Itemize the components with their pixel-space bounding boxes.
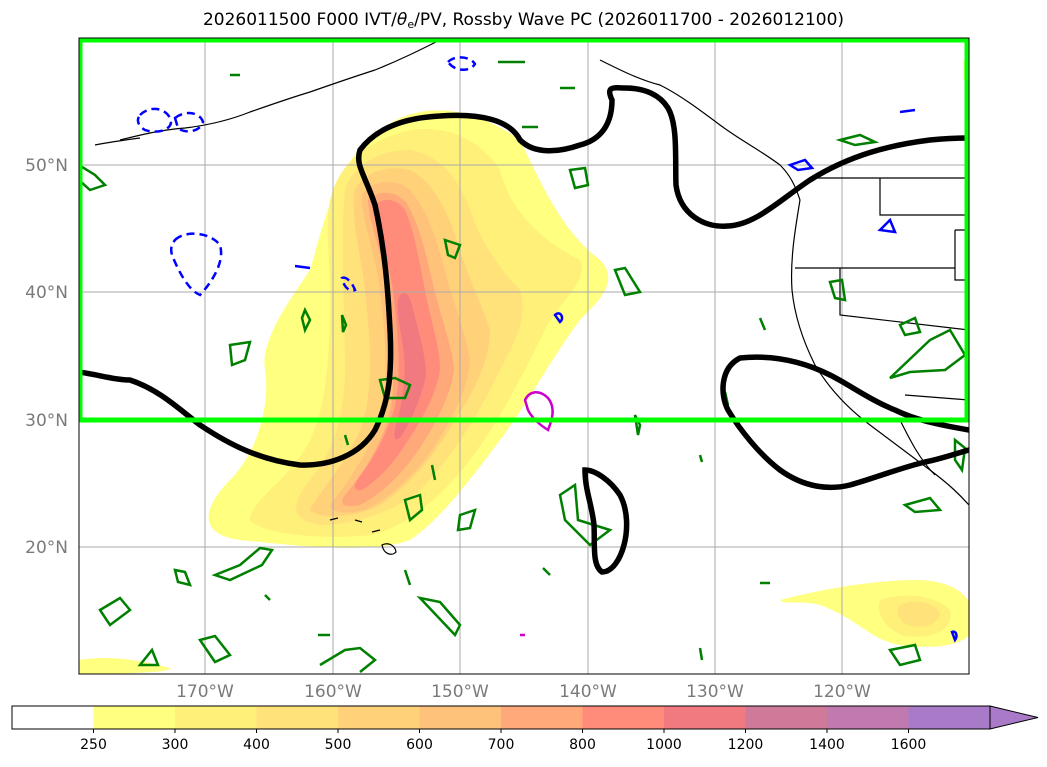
colorbar-segment (419, 706, 502, 729)
ivt-corner-bottom-left (79, 657, 171, 674)
theta-e-cold-solid (294, 108, 958, 643)
lon-label: 120°W (813, 682, 871, 702)
colorbar: 250 300 400 500 600 700 800 1000 1200 1400 1600 (11, 705, 1039, 753)
ivt-band-700 (342, 192, 454, 507)
colorbar-segment (93, 706, 176, 729)
baja (899, 419, 936, 476)
colorbar-segment (12, 706, 94, 729)
aleutians (94, 137, 141, 146)
mexico-border (904, 394, 969, 401)
map-title: 2026011500 F000 IVT/θe/PV, Rossby Wave P… (202, 10, 845, 31)
colorbar-segment (501, 706, 583, 729)
hawaii (329, 517, 397, 555)
colorbar-tick-label: 250 (80, 737, 107, 753)
colorbar-segment (664, 706, 746, 729)
pv-contour-main (79, 85, 969, 468)
lat-label: 30°N (25, 411, 68, 431)
colorbar-segment (827, 706, 909, 729)
pv-contour-east-trough (720, 354, 969, 491)
lon-label: 130°W (686, 682, 744, 702)
colorbar-segment (256, 706, 339, 729)
state-border-3 (839, 268, 969, 331)
colorbar-segment (745, 706, 828, 729)
colorbar-tick-label: 300 (162, 737, 189, 753)
lat-label: 40°N (25, 283, 68, 303)
colorbar-extend-arrow (989, 705, 1039, 730)
lon-label: 170°W (176, 682, 234, 702)
gulf-alaska-coast (599, 59, 801, 201)
lat-label: 50°N (25, 156, 68, 176)
alaska-coast (119, 39, 441, 141)
lon-label: 140°W (559, 682, 617, 702)
state-border-1 (879, 178, 969, 216)
theta-e-cold-contours (136, 56, 477, 297)
colorbar-tick-label: 700 (488, 737, 515, 753)
lat-label: 20°N (25, 538, 68, 558)
region-box (79, 38, 969, 423)
colorbar-tick-label: 500 (325, 737, 352, 753)
pv-cutoff-low (582, 467, 630, 575)
lon-label: 150°W (431, 682, 489, 702)
colorbar-tick-label: 1400 (809, 737, 845, 753)
pv-contours (79, 85, 969, 575)
colorbar-segment (338, 706, 420, 729)
colorbar-tick-label: 800 (569, 737, 596, 753)
ivt-band-1000 (394, 293, 426, 440)
colorbar-tick-label: 400 (243, 737, 270, 753)
colorbar-tick-label: 1200 (728, 737, 764, 753)
lon-label: 160°W (304, 682, 362, 702)
map-frame-border (78, 37, 970, 675)
colorbar-segment (908, 706, 991, 729)
ivt-small-east-400 (897, 601, 940, 627)
colorbar-tick-label: 600 (406, 737, 433, 753)
colorbar-tick-label: 1000 (646, 737, 682, 753)
colorbar-tick-label: 1600 (891, 737, 927, 753)
colorbar-segment (175, 706, 257, 729)
colorbar-segment (582, 706, 665, 729)
